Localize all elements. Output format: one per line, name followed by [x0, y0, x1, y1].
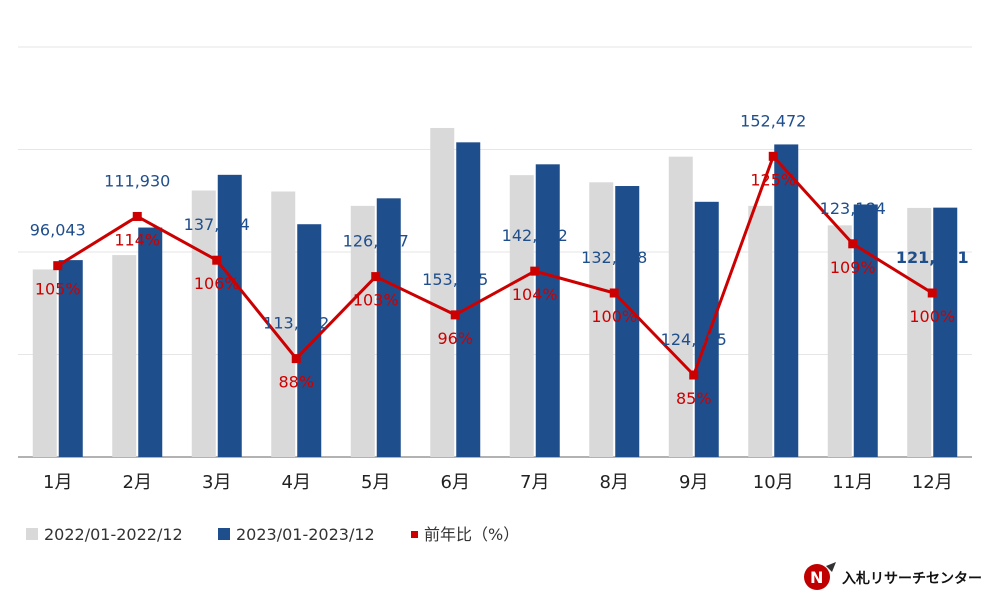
bar-2023	[694, 201, 719, 457]
pct-label: 88%	[278, 373, 314, 392]
bar-2023	[853, 204, 878, 457]
value-label: 96,043	[30, 221, 86, 240]
bar-2023	[297, 224, 322, 457]
bars	[32, 127, 958, 458]
value-label: 142,772	[502, 226, 568, 245]
value-label: 113,552	[263, 314, 329, 333]
logo-mark-icon	[804, 564, 830, 590]
yoy-marker	[132, 211, 142, 221]
bar-2023	[933, 207, 958, 457]
legend-swatch-2022	[26, 528, 38, 540]
bar-2022	[509, 175, 534, 457]
bar-2022	[907, 207, 932, 457]
bar-2022	[589, 182, 614, 458]
value-label: 132,188	[581, 248, 647, 267]
yoy-marker	[768, 151, 778, 161]
pct-label: 100%	[591, 307, 637, 326]
bar-2023	[138, 227, 163, 457]
pct-label: 85%	[676, 389, 712, 408]
legend: 2022/01-2022/12 2023/01-2023/12 前年比（%）	[26, 525, 519, 544]
yoy-line	[53, 151, 937, 380]
x-tick-label: 7月	[520, 472, 549, 493]
bar-2023	[376, 198, 401, 457]
bar-2023	[58, 260, 83, 457]
value-label: 111,930	[104, 171, 170, 190]
x-tick-label: 5月	[361, 472, 390, 493]
legend-swatch-2023	[218, 528, 230, 540]
value-label: 124,485	[661, 330, 727, 349]
bar-2022	[350, 205, 375, 457]
pct-label: 103%	[353, 291, 399, 310]
bar-2022	[668, 156, 693, 458]
yoy-marker	[530, 266, 540, 276]
value-label: 123,184	[820, 199, 886, 218]
bar-2022	[748, 205, 773, 457]
pct-label: 125%	[750, 170, 796, 189]
yoy-marker	[848, 239, 858, 249]
x-axis-ticks: 1月 2月 3月 4月 5月 6月 7月 8月 9月 10月 11月 12月	[43, 472, 953, 493]
bar-2022	[827, 225, 852, 457]
pct-label: 96%	[437, 329, 473, 348]
data-labels: 96,043 105% 111,930 114% 137,644 106% 113,552 8…	[30, 111, 969, 408]
legend-swatch-yoy	[411, 531, 418, 538]
x-tick-label: 12月	[912, 472, 953, 493]
pct-label: 109%	[830, 258, 876, 277]
x-tick-label: 4月	[282, 472, 311, 493]
yoy-marker	[927, 288, 937, 298]
logo-text: 入札リサーチセンター	[842, 570, 982, 587]
x-tick-label: 3月	[202, 472, 231, 493]
x-tick-label: 8月	[600, 472, 629, 493]
bar-2022	[112, 255, 137, 457]
x-tick-label: 11月	[832, 472, 873, 493]
x-tick-label: 1月	[43, 472, 72, 493]
value-label: 153,495	[422, 270, 488, 289]
yoy-marker	[689, 370, 699, 380]
bar-2022	[271, 191, 296, 457]
value-label: 126,187	[343, 232, 409, 251]
x-tick-label: 10月	[753, 472, 794, 493]
pct-label: 114%	[114, 230, 160, 249]
yoy-line-path	[56, 154, 934, 377]
logo-mark-letter: N	[810, 568, 823, 587]
legend-label-yoy: 前年比（%）	[424, 525, 519, 544]
bar-2023	[456, 142, 481, 457]
pct-label: 100%	[909, 307, 955, 326]
logo-arrow-icon	[826, 562, 836, 572]
bar-2022	[32, 269, 57, 457]
yoy-marker	[450, 310, 460, 320]
yoy-marker	[53, 261, 63, 271]
logo: N 入札リサーチセンター	[804, 562, 982, 590]
legend-label-2023: 2023/01-2023/12	[236, 525, 375, 544]
x-tick-label: 6月	[441, 472, 470, 493]
value-label: 152,472	[740, 111, 806, 130]
bar-2023	[774, 144, 799, 457]
value-label: 121,641	[896, 248, 969, 267]
gridlines	[18, 46, 972, 458]
bar-2023	[615, 186, 640, 458]
bar-2023	[535, 164, 560, 458]
legend-label-2022: 2022/01-2022/12	[44, 525, 183, 544]
pct-label: 106%	[194, 274, 240, 293]
yoy-marker	[371, 272, 381, 282]
yoy-marker	[212, 255, 222, 265]
yoy-marker	[609, 288, 619, 298]
value-label: 137,644	[184, 215, 250, 234]
pct-label: 104%	[512, 285, 558, 304]
x-tick-label: 9月	[679, 472, 708, 493]
yoy-marker	[291, 354, 301, 364]
bar-2022	[430, 127, 455, 457]
pct-label: 105%	[35, 280, 81, 299]
bar-2022	[191, 190, 216, 457]
x-tick-label: 2月	[123, 472, 152, 493]
bar-2023	[217, 174, 242, 457]
